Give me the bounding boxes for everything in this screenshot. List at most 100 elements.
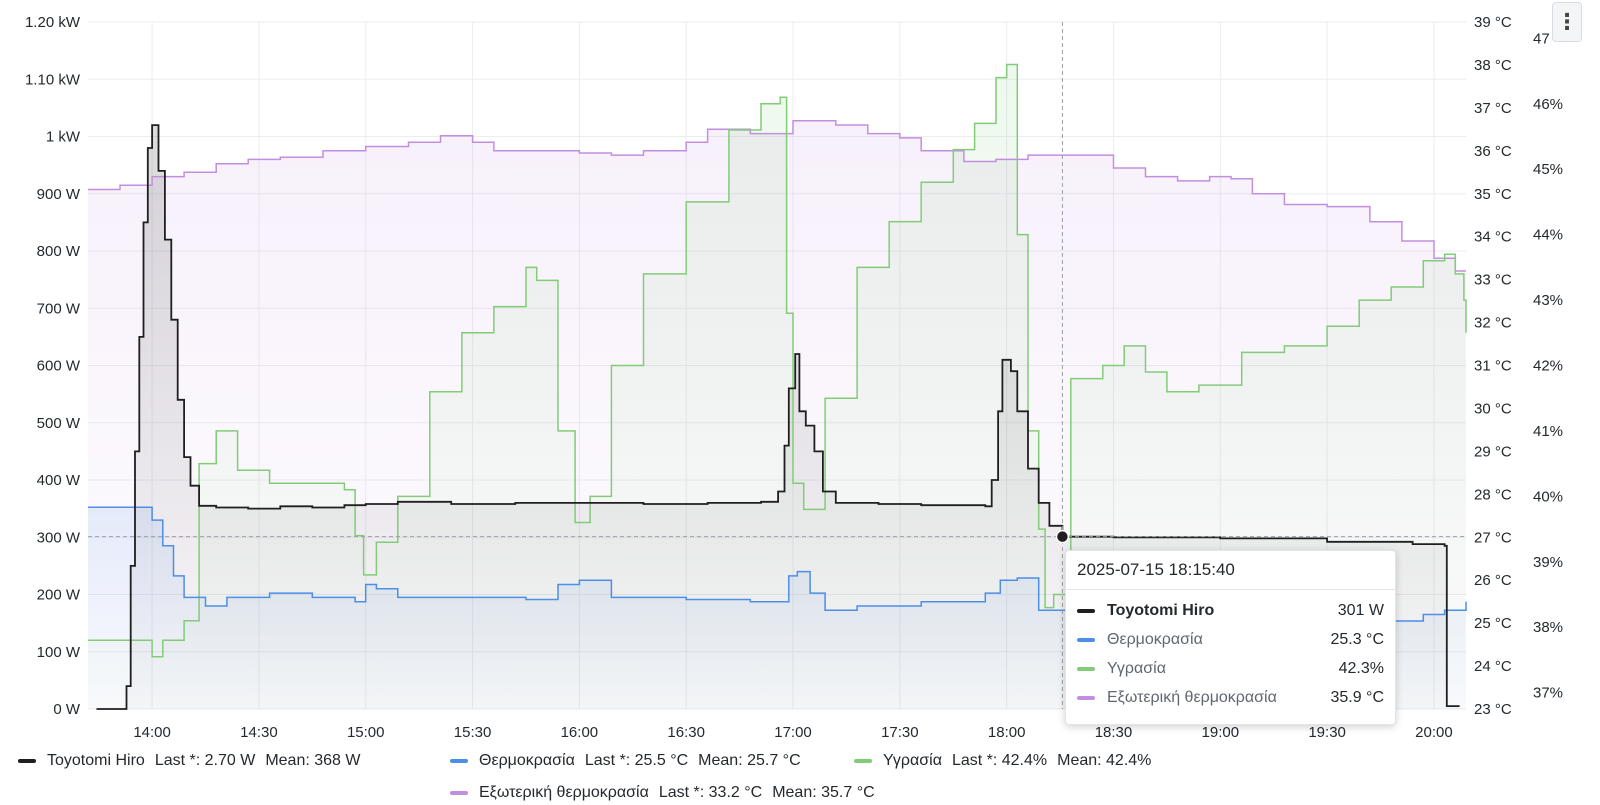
series-line [88, 63, 1467, 658]
legend-mean-value: Mean: 35.7 °C [772, 784, 875, 801]
y-tick-label-power: 600 W [37, 358, 81, 375]
tooltip-series-name: Εξωτερική θερμοκρασία [1107, 688, 1277, 706]
x-tick-label: 16:30 [667, 724, 705, 741]
series-swatch [1077, 695, 1095, 700]
legend-series-name: Εξωτερική θερμοκρασία [479, 784, 649, 801]
y-tick-label-power: 1.10 kW [25, 71, 81, 88]
y-tick-label-humidity: 42% [1533, 358, 1563, 375]
y-tick-label-temperature: 28 °C [1474, 486, 1512, 503]
series-swatch [1077, 637, 1095, 642]
legend-last-value: Last *: 42.4% [951, 752, 1048, 769]
y-tick-label-temperature: 26 °C [1474, 572, 1512, 589]
legend-series-name: Toyotomi Hiro [47, 752, 145, 769]
tooltip-series-value: 25.3 °C [1330, 630, 1384, 648]
y-tick-label-humidity: 45% [1533, 161, 1563, 178]
y-tick-label-temperature: 38 °C [1474, 57, 1512, 74]
y-tick-label-humidity: 46% [1533, 96, 1563, 113]
x-tick-label: 18:30 [1095, 724, 1133, 741]
y-tick-label-humidity: 41% [1533, 423, 1563, 440]
tooltip-series-value: 35.9 °C [1330, 688, 1384, 706]
series-swatch [450, 791, 468, 795]
y-tick-label-temperature: 34 °C [1474, 229, 1512, 246]
y-tick-label-temperature: 37 °C [1474, 100, 1512, 117]
x-tick-label: 14:30 [240, 724, 278, 741]
hover-tooltip: 2025-07-15 18:15:40 Toyotomi Hiro 301 W … [1065, 550, 1396, 725]
series-swatch [1077, 608, 1095, 613]
y-tick-label-temperature: 27 °C [1474, 529, 1512, 546]
tooltip-series-value: 301 W [1337, 601, 1384, 619]
legend-mean-value: Mean: 25.7 °C [698, 752, 801, 769]
x-tick-label: 17:00 [774, 724, 812, 741]
y-tick-label-humidity: 37% [1533, 685, 1563, 702]
series-line [96, 124, 1460, 710]
y-tick-label-power: 800 W [37, 243, 81, 260]
y-tick-label-temperature: 35 °C [1474, 186, 1512, 203]
y-tick-label-power: 500 W [37, 415, 81, 432]
x-tick-label: 15:30 [454, 724, 492, 741]
tooltip-row: Θερμοκρασία 25.3 °C [1066, 625, 1395, 654]
legend-item-thermokrasia[interactable]: Θερμοκρασία Last *: 25.5 °C Mean: 25.7 °… [450, 752, 811, 770]
y-tick-label-temperature: 32 °C [1474, 315, 1512, 332]
y-tick-label-temperature: 24 °C [1474, 658, 1512, 675]
x-tick-label: 19:30 [1308, 724, 1346, 741]
legend-mean-value: Mean: 368 W [265, 752, 361, 769]
y-axis-power: 0 W 100 W 200 W 300 W 400 W 500 W 600 W 700 W 80… [25, 14, 81, 718]
y-tick-label-humidity: 40% [1533, 488, 1563, 505]
y-axis-temperature: 23 °C 24 °C 25 °C 26 °C 27 °C 28 °C 29 °C 30 °C… [1474, 14, 1512, 718]
y-tick-label-power: 1.20 kW [25, 14, 81, 31]
x-tick-label: 19:00 [1202, 724, 1240, 741]
tooltip-row: Toyotomi Hiro 301 W [1066, 596, 1395, 625]
y-tick-label-power: 1 kW [46, 129, 81, 146]
kebab-menu-icon: ⋮ [1556, 9, 1578, 34]
y-tick-label-temperature: 31 °C [1474, 358, 1512, 375]
legend-series-name: Θερμοκρασία [479, 752, 575, 769]
y-tick-label-humidity: 47 [1533, 30, 1550, 47]
y-tick-label-humidity: 39% [1533, 554, 1563, 571]
crosshair [88, 22, 1466, 709]
series-swatch [854, 759, 872, 763]
series-line [88, 120, 1466, 272]
x-tick-label: 14:00 [133, 724, 171, 741]
legend-item-ygrasia[interactable]: Υγρασία Last *: 42.4% Mean: 42.4% [854, 752, 1161, 770]
legend-series-name: Υγρασία [883, 752, 942, 769]
legend-item-toyotomi-hiro[interactable]: Toyotomi Hiro Last *: 2.70 W Mean: 368 W [18, 752, 370, 770]
tooltip-series-name: Θερμοκρασία [1107, 630, 1203, 648]
tooltip-series-value: 42.3% [1338, 659, 1384, 677]
y-tick-label-power: 100 W [37, 644, 81, 661]
x-tick-label: 15:00 [347, 724, 385, 741]
legend-item-exoteriki-thermokrasia[interactable]: Εξωτερική θερμοκρασία Last *: 33.2 °C Me… [450, 784, 885, 802]
x-tick-label: 18:00 [988, 724, 1026, 741]
hover-point-marker [1055, 529, 1070, 544]
series-swatch [18, 759, 36, 763]
y-tick-label-power: 900 W [37, 186, 81, 203]
panel-menu-button[interactable]: ⋮ [1552, 2, 1582, 42]
x-axis: 14:00 14:30 15:00 15:30 16:00 16:30 17:00 17:30… [133, 724, 1452, 741]
tooltip-series-name: Υγρασία [1107, 659, 1166, 677]
y-tick-label-temperature: 36 °C [1474, 143, 1512, 160]
y-tick-label-power: 700 W [37, 300, 81, 317]
y-axis-humidity: 37% 38% 39% 40% 41% 42% 43% 44% 45% 46% 47 [1533, 30, 1563, 701]
y-tick-label-power: 0 W [53, 701, 81, 718]
tooltip-timestamp: 2025-07-15 18:15:40 [1066, 551, 1395, 590]
y-tick-label-power: 300 W [37, 529, 81, 546]
y-tick-label-power: 400 W [37, 472, 81, 489]
y-tick-label-temperature: 30 °C [1474, 400, 1512, 417]
y-tick-label-humidity: 43% [1533, 292, 1563, 309]
legend-last-value: Last *: 2.70 W [154, 752, 256, 769]
y-tick-label-temperature: 25 °C [1474, 615, 1512, 632]
tooltip-row: Εξωτερική θερμοκρασία 35.9 °C [1066, 683, 1395, 712]
series-swatch [450, 759, 468, 763]
tooltip-series-name: Toyotomi Hiro [1107, 601, 1215, 619]
y-tick-label-humidity: 44% [1533, 227, 1563, 244]
y-tick-label-temperature: 39 °C [1474, 14, 1512, 31]
series-swatch [1077, 666, 1095, 671]
y-tick-label-temperature: 33 °C [1474, 272, 1512, 289]
tooltip-row: Υγρασία 42.3% [1066, 654, 1395, 683]
legend-last-value: Last *: 33.2 °C [658, 784, 763, 801]
legend-mean-value: Mean: 42.4% [1057, 752, 1152, 769]
y-tick-label-temperature: 29 °C [1474, 443, 1512, 460]
x-tick-label: 17:30 [881, 724, 919, 741]
x-tick-label: 20:00 [1415, 724, 1453, 741]
y-tick-label-temperature: 23 °C [1474, 701, 1512, 718]
y-tick-label-power: 200 W [37, 587, 81, 604]
